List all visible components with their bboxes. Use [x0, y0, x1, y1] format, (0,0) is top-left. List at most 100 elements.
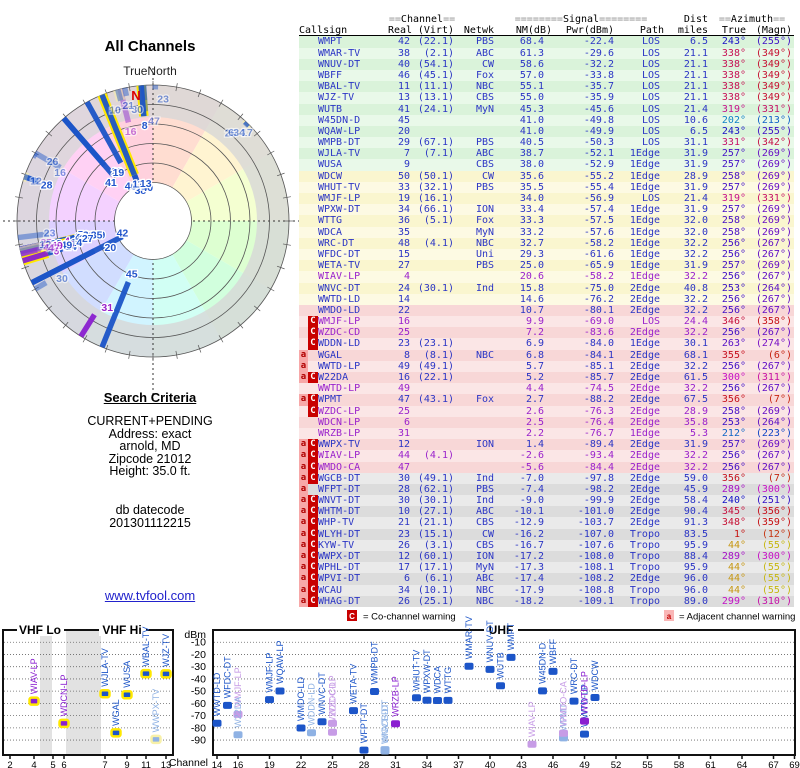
adjacent-warning-marker: a [299, 528, 308, 540]
signal-bar [380, 747, 390, 755]
cell-nm-db: -12.9 [496, 517, 554, 529]
co-channel-warning-marker [308, 383, 318, 395]
polar-spoke [115, 88, 124, 102]
polar-channel-label: 16 [54, 167, 66, 179]
polar-channel-label: 40 [141, 182, 153, 194]
adjacent-warning-marker [299, 226, 308, 238]
polar-tick [267, 286, 275, 292]
x-tick-label: 61 [705, 760, 716, 768]
cell-azimuth-true: 243° [710, 125, 748, 138]
cell-azimuth-magn: (359°) [748, 517, 794, 529]
cell-pwr-dbm: -57.6 [554, 226, 616, 238]
polar-channel-label: 12 [39, 239, 51, 251]
cell-real-channel: 45 [388, 114, 412, 126]
cell-virtual-channel [412, 427, 456, 440]
polar-spoke [84, 100, 124, 165]
cell-pwr-dbm: -32.2 [554, 58, 616, 70]
cell-real-channel: 13 [388, 92, 412, 104]
polar-tick [197, 344, 202, 353]
search-criteria-line: arnold, MD [119, 439, 181, 454]
co-channel-warning-marker [308, 215, 318, 227]
adjacent-warning-marker [299, 215, 308, 227]
co-channel-warning-marker: C [308, 439, 318, 451]
cell-virtual-channel: (45.1) [412, 69, 456, 82]
cell-callsign: WDCA [318, 226, 388, 238]
cell-azimuth-magn: (269°) [748, 181, 794, 193]
db-datecode-label: db datecode [115, 502, 185, 517]
x-tick-label: 55 [642, 760, 653, 768]
adjacent-warning-marker [299, 327, 308, 339]
polar-spoke [99, 93, 137, 176]
cell-real-channel: 47 [388, 394, 412, 406]
table-cell [456, 14, 496, 25]
cell-network [456, 405, 496, 417]
signal-bar [212, 719, 222, 727]
cell-virtual-channel: (62.1) [412, 483, 456, 496]
cell-callsign: W45DN-D [318, 114, 388, 126]
table-row: WJLA-TV 7 (7.1) ABC 38.7 -52.1 1Edge 31.9 257° (2… [299, 148, 800, 160]
co-channel-warning-marker [308, 271, 318, 283]
signal-bar-label: WUSA [122, 661, 132, 688]
signal-bar [422, 696, 432, 704]
cell-pwr-dbm: -52.9 [554, 159, 616, 171]
table-row: a C WGCB-DT 30 (49.1) Ind -7.0 -97.8 2Edge 59.0 35… [299, 472, 800, 484]
cell-pwr-dbm: -76.7 [554, 427, 616, 440]
cell-real-channel: 34 [388, 204, 412, 216]
adjacent-warning-marker [299, 181, 308, 193]
cell-azimuth-true: 331° [710, 137, 748, 149]
cell-nm-db: 6.8 [496, 349, 554, 361]
adjacent-warning-marker [299, 416, 308, 428]
cell-azimuth-magn: (349°) [748, 47, 794, 59]
fm-gap-band [66, 631, 101, 754]
cell-path: LOS [616, 114, 666, 126]
signal-bar [485, 665, 495, 673]
cell-virtual-channel: (66.1) [412, 204, 456, 216]
cell-azimuth-true: 338° [710, 81, 748, 93]
polar-spoke [138, 85, 147, 117]
polar-channel-label: 15 [79, 233, 91, 245]
adjacent-warning-marker [299, 114, 308, 126]
cell-path: 2Edge [616, 394, 666, 406]
signal-bar-label: WMPT [506, 622, 516, 650]
cell-callsign: WMJF-LP [318, 193, 388, 205]
cell-nm-db: 2.7 [496, 394, 554, 406]
polar-channel-label: 7 [92, 229, 98, 241]
cell-network [456, 360, 496, 372]
cell-azimuth-true: 253° [710, 416, 748, 428]
co-channel-warning-marker: C [308, 450, 318, 462]
table-row: WBAL-TV 11 (11.1) NBC 55.1 -35.7 LOS 21.1 338° (3… [299, 81, 800, 93]
adjacent-warning-marker [299, 271, 308, 283]
x-tick-label: 13 [161, 760, 172, 768]
co-channel-warning-marker [308, 483, 318, 496]
cell-real-channel: 29 [388, 137, 412, 149]
table-row: WDCW 50 (50.1) CW 35.6 -55.2 1Edge 28.9 258° (269… [299, 170, 800, 182]
table-row: ==Channel== ========Signal======== Dist ==A… [299, 14, 800, 25]
cell-miles: 10.6 [666, 114, 710, 126]
adjacent-warning-marker [299, 170, 308, 182]
cell-azimuth-magn: (7°) [748, 394, 794, 406]
cell-pwr-dbm: -35.7 [554, 81, 616, 93]
cell-nm-db: 33.3 [496, 215, 554, 227]
cell-network: NBC [456, 584, 496, 596]
db-datecode-value: 201301112215 [109, 515, 191, 530]
cell-pwr-dbm: -33.8 [554, 69, 616, 82]
cell-azimuth-true: 348° [710, 517, 748, 529]
table-row: WWTD-LD 14 14.6 -76.2 2Edge 32.2 256° (267°) [299, 293, 800, 305]
cell-azimuth-true: 257° [710, 439, 748, 451]
polar-spoke-vhf-highlight [19, 241, 46, 257]
polar-ring [75, 143, 231, 299]
cell-pwr-dbm: -108.0 [554, 551, 616, 563]
co-channel-warning-marker: C [308, 338, 318, 350]
tvfool-link[interactable]: www.tvfool.com [104, 588, 196, 603]
polar-channel-label: 21 [122, 100, 134, 112]
polar-spoke-vhf-highlight [113, 88, 126, 102]
cell-real-channel: 44 [388, 450, 412, 462]
cell-nm-db: -17.2 [496, 551, 554, 563]
signal-bar-label: WFPT-DT [359, 703, 369, 743]
cell-azimuth-true: 256° [710, 383, 748, 395]
cell-azimuth-magn: (300°) [748, 551, 794, 563]
signal-bar [160, 669, 172, 679]
cell-virtual-channel: (16.1) [412, 193, 456, 205]
adjacent-warning-marker: a [299, 551, 308, 563]
cell-path: 2Edge [616, 360, 666, 372]
